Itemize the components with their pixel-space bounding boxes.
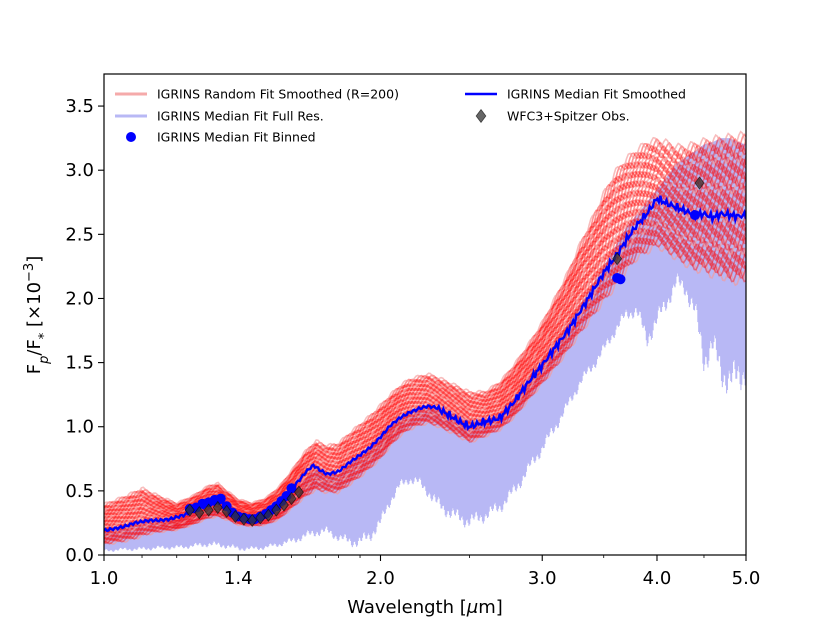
- random-fit-curve: [104, 154, 746, 512]
- random-fit-curve: [104, 147, 746, 513]
- x-tick-label: 3.0: [528, 568, 557, 589]
- y-tick-label: 3.5: [65, 96, 94, 117]
- observation-point: [271, 503, 282, 517]
- random-fit-curve: [104, 133, 746, 508]
- legend-label: WFC3+Spitzer Obs.: [507, 109, 630, 124]
- observation-point: [293, 485, 304, 499]
- legend-entry: IGRINS Median Fit Binned: [126, 130, 316, 145]
- observation-point: [238, 512, 249, 526]
- legend-entry: IGRINS Random Fit Smoothed (R=200): [115, 87, 399, 102]
- y-tick-label: 0.5: [65, 481, 94, 502]
- legend-swatch: [475, 108, 487, 124]
- x-tick-label: 4.0: [643, 568, 672, 589]
- legend-label: IGRINS Median Fit Full Res.: [157, 109, 324, 124]
- legend-entry: IGRINS Median Fit Full Res.: [115, 109, 324, 124]
- y-tick-label: 2.5: [65, 224, 94, 245]
- random-fit-curve: [104, 165, 746, 519]
- y-axis-label: Fp/F* [×10−3]: [22, 256, 52, 374]
- observation-point: [230, 509, 241, 524]
- x-tick-label: 1.4: [224, 568, 253, 589]
- y-tick-label: 3.0: [65, 160, 94, 181]
- plot-area: [104, 130, 746, 552]
- random-fit-curve: [104, 228, 746, 541]
- x-tick-label: 5.0: [732, 568, 761, 589]
- y-tick-label: 1.5: [65, 353, 94, 374]
- binned-point: [615, 274, 626, 285]
- legend-swatch: [126, 132, 136, 142]
- legend-label: IGRINS Median Fit Smoothed: [507, 87, 686, 102]
- binned-point: [690, 210, 701, 221]
- observation-point: [247, 513, 258, 528]
- random-fit-curve: [104, 158, 746, 516]
- observation-point: [278, 498, 289, 512]
- random-fit-curve: [104, 169, 746, 520]
- random-fit-curve: [104, 144, 746, 510]
- random-fit-curve: [104, 140, 746, 509]
- observation-point: [263, 508, 274, 522]
- random-fit-curve: [104, 162, 746, 516]
- observation-point: [612, 252, 623, 266]
- random-fit-curve: [104, 152, 746, 513]
- x-axis-label: Wavelength [μm]: [347, 597, 503, 618]
- binned-point: [286, 483, 297, 494]
- y-tick-label: 0.0: [65, 545, 94, 566]
- observation-point: [212, 500, 223, 515]
- observation-point: [221, 504, 232, 519]
- observation-point: [184, 503, 195, 517]
- legend-entry: WFC3+Spitzer Obs.: [475, 108, 630, 124]
- random-fit-curve: [104, 239, 746, 546]
- observation-point: [286, 491, 297, 506]
- axes: 0.0 0.5 1.0 1.5 2.0 2.5 3.0 3.5 1.0 1.4 2.0 3.0 4.0 5…: [65, 96, 760, 589]
- y-tick-label: 1.0: [65, 417, 94, 438]
- random-fit-curve: [104, 130, 746, 505]
- series-observations: [184, 176, 705, 528]
- random-fit-curve: [104, 164, 746, 516]
- binned-point: [215, 493, 226, 504]
- observation-point: [694, 176, 705, 190]
- random-fit-curve: [104, 234, 746, 544]
- plot-frame: [103, 73, 747, 556]
- random-fit-curve: [104, 229, 746, 541]
- y-tick-label: 2.0: [65, 288, 94, 309]
- legend-label: IGRINS Median Fit Binned: [157, 130, 316, 145]
- legend: IGRINS Random Fit Smoothed (R=200) IGRINS…: [115, 87, 686, 145]
- random-fit-curve: [104, 156, 746, 514]
- legend-label: IGRINS Random Fit Smoothed (R=200): [157, 87, 399, 102]
- legend-entry: IGRINS Median Fit Smoothed: [465, 87, 686, 102]
- observation-point: [203, 503, 214, 517]
- random-fit-curve: [104, 238, 746, 545]
- x-tick-label: 2.0: [366, 568, 395, 589]
- observation-point: [255, 511, 266, 525]
- observation-point: [194, 506, 205, 520]
- x-tick-label: 1.0: [90, 568, 119, 589]
- random-fit-curve: [104, 230, 746, 544]
